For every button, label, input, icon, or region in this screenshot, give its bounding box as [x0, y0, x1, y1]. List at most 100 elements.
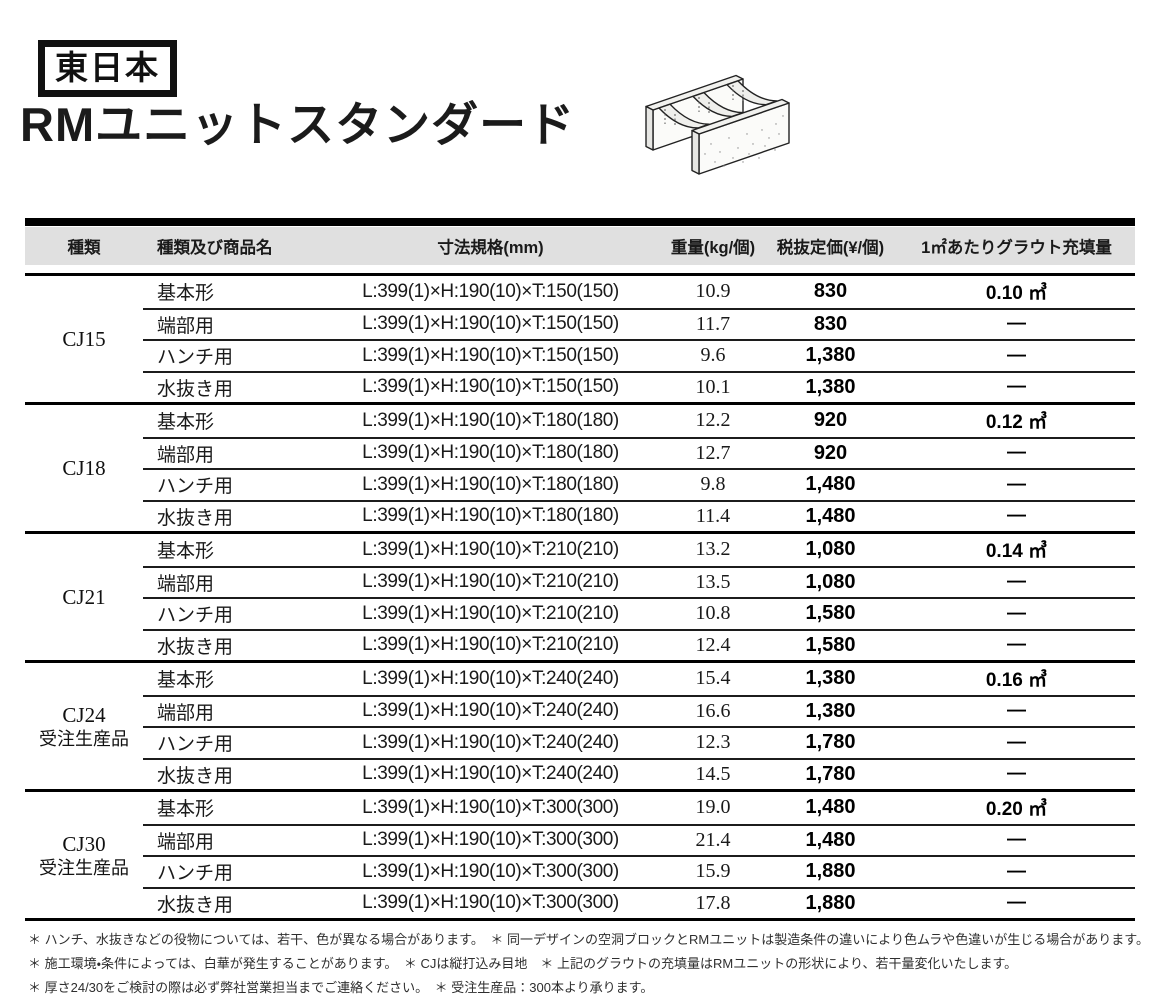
group-divider [25, 531, 1135, 534]
product-group-cj21: CJ21 基本形 L:399(1)×H:190(10)×T:210(210) 13.2… [25, 534, 1135, 660]
weight-cell: 10.8 [663, 597, 763, 629]
group-type-note: 受注生産品 [39, 728, 129, 749]
grout-volume-cell: — [898, 694, 1135, 727]
product-name-cell: ハンチ用 [143, 339, 318, 371]
footnote-line: ＊ ハンチ、水抜きなどの役物については、若干、色が異なる場合があります。 ＊ 同… [28, 932, 1150, 947]
product-group-cj18: CJ18 基本形 L:399(1)×H:190(10)×T:180(180) 12.2… [25, 405, 1135, 531]
product-name-cell: 基本形 [157, 799, 215, 821]
rm-unit-block-illustration [645, 74, 790, 175]
product-name-cell: 水抜き用 [143, 757, 318, 790]
spec-table: 種類 種類及び商品名 寸法規格(mm) 重量(kg/個) 税抜定価(¥/個) 1… [25, 218, 1135, 921]
grout-volume-cell: — [898, 307, 1135, 340]
size-spec-cell: L:399(1)×H:190(10)×T:240(240) [318, 694, 663, 727]
price-cell: 1,080 [763, 565, 898, 598]
price-cell: 1,880 [763, 855, 898, 887]
footnotes: ＊ ハンチ、水抜きなどの役物については、若干、色が異なる場合があります。 ＊ 同… [28, 928, 1149, 997]
product-name-cell: 基本形 [157, 541, 215, 563]
grout-volume-cell: — [898, 726, 1135, 758]
price-cell: 1,380 [763, 370, 898, 403]
weight-cell: 13.5 [663, 565, 763, 598]
weight-cell: 9.6 [663, 339, 763, 371]
col-header-product-name: 種類及び商品名 [143, 227, 318, 265]
weight-cell: 12.3 [663, 726, 763, 758]
product-group-cj15: CJ15 基本形 L:399(1)×H:190(10)×T:150(150) 10.9… [25, 276, 1135, 402]
price-cell: 1,480 [763, 468, 898, 500]
size-spec-cell: L:399(1)×H:190(10)×T:150(150) [318, 307, 663, 340]
col-header-grout: 1㎡あたりグラウト充填量 [898, 227, 1135, 265]
group-type-code: CJ21 [62, 584, 106, 609]
size-spec-cell: L:399(1)×H:190(10)×T:150(150) [362, 280, 619, 302]
product-name-cell: ハンチ用 [143, 855, 318, 887]
weight-cell: 12.4 [663, 628, 763, 661]
product-name-cell: 端部用 [143, 823, 318, 856]
price-cell: 1,580 [763, 597, 898, 629]
size-spec-cell: L:399(1)×H:190(10)×T:300(300) [318, 886, 663, 919]
group-type-label: CJ21 [25, 534, 143, 660]
group-divider [25, 660, 1135, 663]
product-name-cell: ハンチ用 [143, 726, 318, 758]
col-header-weight: 重量(kg/個) [663, 227, 763, 265]
group-type-label: CJ15 [25, 276, 143, 402]
size-spec-cell: L:399(1)×H:190(10)×T:180(180) [318, 499, 663, 532]
product-name-cell: 水抜き用 [143, 370, 318, 403]
col-header-type: 種類 [25, 227, 143, 265]
weight-cell: 15.9 [663, 855, 763, 887]
price-cell: 1,480 [763, 823, 898, 856]
product-name-cell: 水抜き用 [143, 886, 318, 919]
grout-volume-cell: — [898, 370, 1135, 403]
product-name-cell: ハンチ用 [143, 468, 318, 500]
product-name-cell: 端部用 [143, 307, 318, 340]
group-type-label: CJ30 受注生産品 [25, 792, 143, 918]
grout-volume-cell: 0.14 ㎥ [985, 541, 1048, 563]
price-cell: 1,380 [805, 667, 856, 690]
col-header-price: 税抜定価(¥/個) [763, 227, 898, 265]
grout-volume-cell: — [898, 855, 1135, 887]
product-name-cell: 水抜き用 [143, 628, 318, 661]
grout-volume-cell: — [898, 436, 1135, 469]
grout-volume-cell: 0.16 ㎥ [985, 670, 1048, 692]
product-name-cell: 基本形 [157, 283, 215, 305]
table-groups: CJ15 基本形 L:399(1)×H:190(10)×T:150(150) 10.9… [25, 273, 1135, 921]
weight-cell: 11.4 [663, 499, 763, 532]
size-spec-cell: L:399(1)×H:190(10)×T:150(150) [318, 370, 663, 403]
size-spec-cell: L:399(1)×H:190(10)×T:300(300) [318, 823, 663, 856]
grout-volume-cell: — [898, 499, 1135, 532]
size-spec-cell: L:399(1)×H:190(10)×T:180(180) [318, 436, 663, 469]
price-cell: 1,880 [763, 886, 898, 919]
weight-cell: 12.7 [663, 436, 763, 469]
weight-cell: 9.8 [663, 468, 763, 500]
weight-cell: 13.2 [695, 538, 731, 561]
grout-volume-cell: 0.10 ㎥ [985, 283, 1048, 305]
price-cell: 1,080 [805, 538, 856, 561]
grout-volume-cell: — [898, 339, 1135, 371]
price-cell: 1,380 [763, 694, 898, 727]
grout-volume-cell: — [898, 565, 1135, 598]
grout-volume-cell: — [898, 886, 1135, 919]
size-spec-cell: L:399(1)×H:190(10)×T:180(180) [362, 409, 619, 431]
grout-volume-cell: — [898, 597, 1135, 629]
weight-cell: 15.4 [695, 667, 731, 690]
weight-cell: 12.2 [695, 409, 731, 432]
size-spec-cell: L:399(1)×H:190(10)×T:210(210) [318, 628, 663, 661]
table-top-bar [25, 218, 1135, 226]
size-spec-cell: L:399(1)×H:190(10)×T:240(240) [318, 726, 663, 758]
group-divider [25, 402, 1135, 405]
price-cell: 920 [763, 436, 898, 469]
group-type-code: CJ24 [62, 702, 106, 727]
price-cell: 830 [813, 280, 848, 303]
product-name-cell: 端部用 [143, 565, 318, 598]
price-cell: 1,780 [763, 726, 898, 758]
group-type-label: CJ24 受注生産品 [25, 663, 143, 789]
grout-volume-cell: 0.12 ㎥ [985, 412, 1048, 434]
group-type-code: CJ30 [62, 831, 106, 856]
product-name-cell: 基本形 [157, 670, 215, 692]
weight-cell: 16.6 [663, 694, 763, 727]
price-cell: 920 [813, 409, 848, 432]
product-name-cell: 端部用 [143, 694, 318, 727]
size-spec-cell: L:399(1)×H:190(10)×T:180(180) [318, 468, 663, 500]
grout-volume-cell: 0.20 ㎥ [985, 799, 1048, 821]
price-cell: 830 [763, 307, 898, 340]
weight-cell: 10.1 [663, 370, 763, 403]
group-type-label: CJ18 [25, 405, 143, 531]
size-spec-cell: L:399(1)×H:190(10)×T:240(240) [318, 757, 663, 790]
